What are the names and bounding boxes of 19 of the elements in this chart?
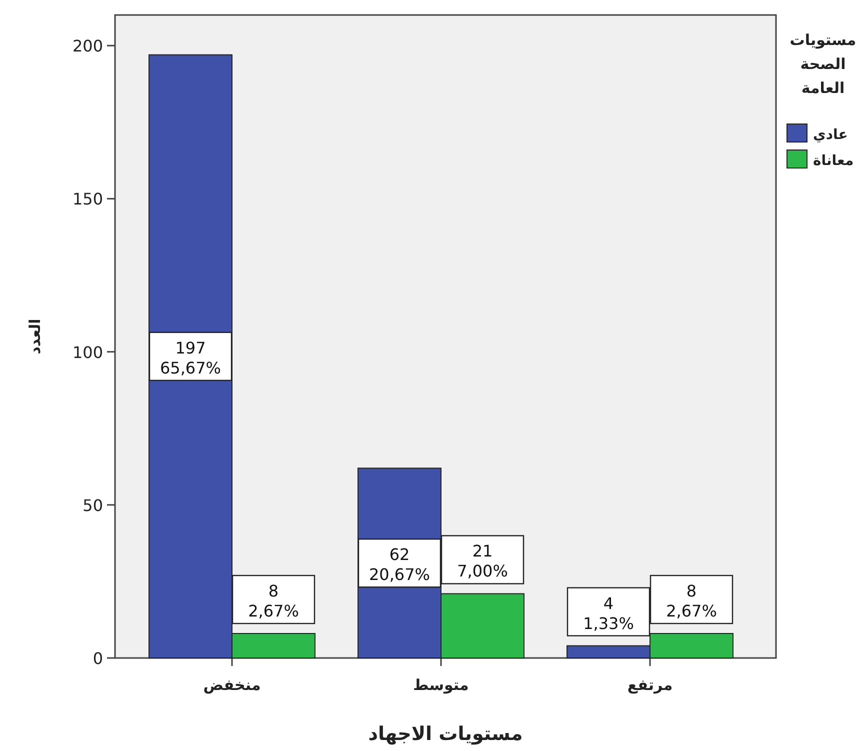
y-tick-label: 150: [72, 190, 103, 209]
y-tick-label: 200: [72, 36, 103, 56]
data-label: 62 20,67%: [368, 545, 430, 584]
legend-label: معاناة: [813, 153, 854, 169]
data-label: 4 1,33%: [583, 594, 634, 633]
y-tick-label: 50: [82, 496, 103, 515]
legend-label: عادي: [813, 127, 848, 143]
data-label: 197 65,67%: [160, 338, 222, 378]
x-tick-label: متوسط: [413, 676, 469, 694]
data-label: 21 7,00%: [457, 542, 508, 581]
legend-title: مستويات الصحة العامة: [790, 31, 856, 97]
data-label: 8 2,67%: [666, 582, 717, 621]
y-axis-title: العدد: [26, 318, 44, 354]
x-tick-label: مرتفع: [627, 676, 673, 694]
x-tick-label: منخفض: [203, 676, 261, 694]
y-tick-label: 0: [92, 649, 103, 668]
x-axis-title: مستويات الاجهاد: [368, 723, 523, 745]
data-label: 8 2,67%: [248, 582, 299, 621]
y-tick-label: 100: [72, 342, 103, 362]
